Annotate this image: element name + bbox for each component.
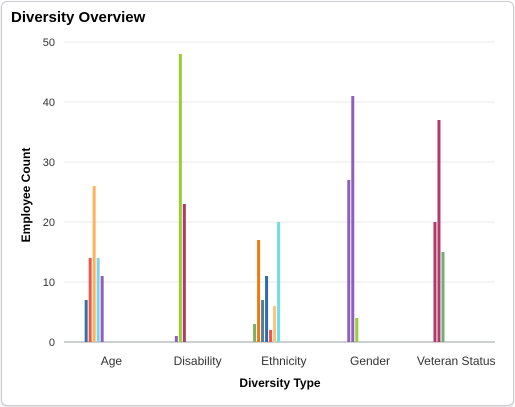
bar-ethnicity-3[interactable] bbox=[265, 276, 269, 342]
bar-ethnicity-1[interactable] bbox=[257, 240, 261, 342]
y-tick-labels: 0 10 20 30 40 50 bbox=[43, 37, 55, 349]
x-axis-label: Diversity Type bbox=[239, 376, 320, 390]
y-tick-label: 10 bbox=[43, 277, 55, 289]
bar-ethnicity-5[interactable] bbox=[273, 306, 277, 342]
y-tick-label: 20 bbox=[43, 217, 55, 229]
x-tick-label: Age bbox=[101, 354, 123, 368]
bar-age-2[interactable] bbox=[92, 186, 96, 342]
bar-age-1[interactable] bbox=[88, 258, 92, 342]
x-tick-label: Ethnicity bbox=[261, 354, 306, 368]
y-axis-label: Employee Count bbox=[19, 148, 33, 243]
y-tick-label: 50 bbox=[43, 37, 55, 49]
bar-gender-0[interactable] bbox=[347, 180, 351, 342]
x-tick-label: Veteran Status bbox=[417, 354, 496, 368]
bar-gender-2[interactable] bbox=[355, 318, 359, 342]
bar-ethnicity-6[interactable] bbox=[277, 222, 281, 342]
bar-age-4[interactable] bbox=[100, 276, 104, 342]
bar-ethnicity-2[interactable] bbox=[261, 300, 265, 342]
x-tick-labels: Age Disability Ethnicity Gender Veteran Stat… bbox=[101, 354, 496, 368]
bars bbox=[84, 54, 445, 342]
y-tick-label: 0 bbox=[49, 337, 55, 349]
bar-ethnicity-0[interactable] bbox=[253, 324, 257, 342]
bar-gender-1[interactable] bbox=[351, 96, 355, 342]
bar-disability-2[interactable] bbox=[182, 204, 186, 342]
bar-disability-1[interactable] bbox=[178, 54, 182, 342]
y-tick-label: 30 bbox=[43, 157, 55, 169]
y-tick-label: 40 bbox=[43, 97, 55, 109]
bar-ethnicity-4[interactable] bbox=[269, 330, 273, 342]
chart-title: Diversity Overview bbox=[11, 9, 146, 26]
bar-disability-0[interactable] bbox=[174, 336, 178, 342]
bar-age-0[interactable] bbox=[84, 300, 88, 342]
x-tick-label: Disability bbox=[174, 354, 222, 368]
bar-veteran-status-1[interactable] bbox=[437, 120, 441, 342]
bar-veteran-status-2[interactable] bbox=[441, 252, 445, 342]
x-tick-label: Gender bbox=[350, 354, 390, 368]
bar-veteran-status-0[interactable] bbox=[433, 222, 437, 342]
bar-age-3[interactable] bbox=[96, 258, 100, 342]
